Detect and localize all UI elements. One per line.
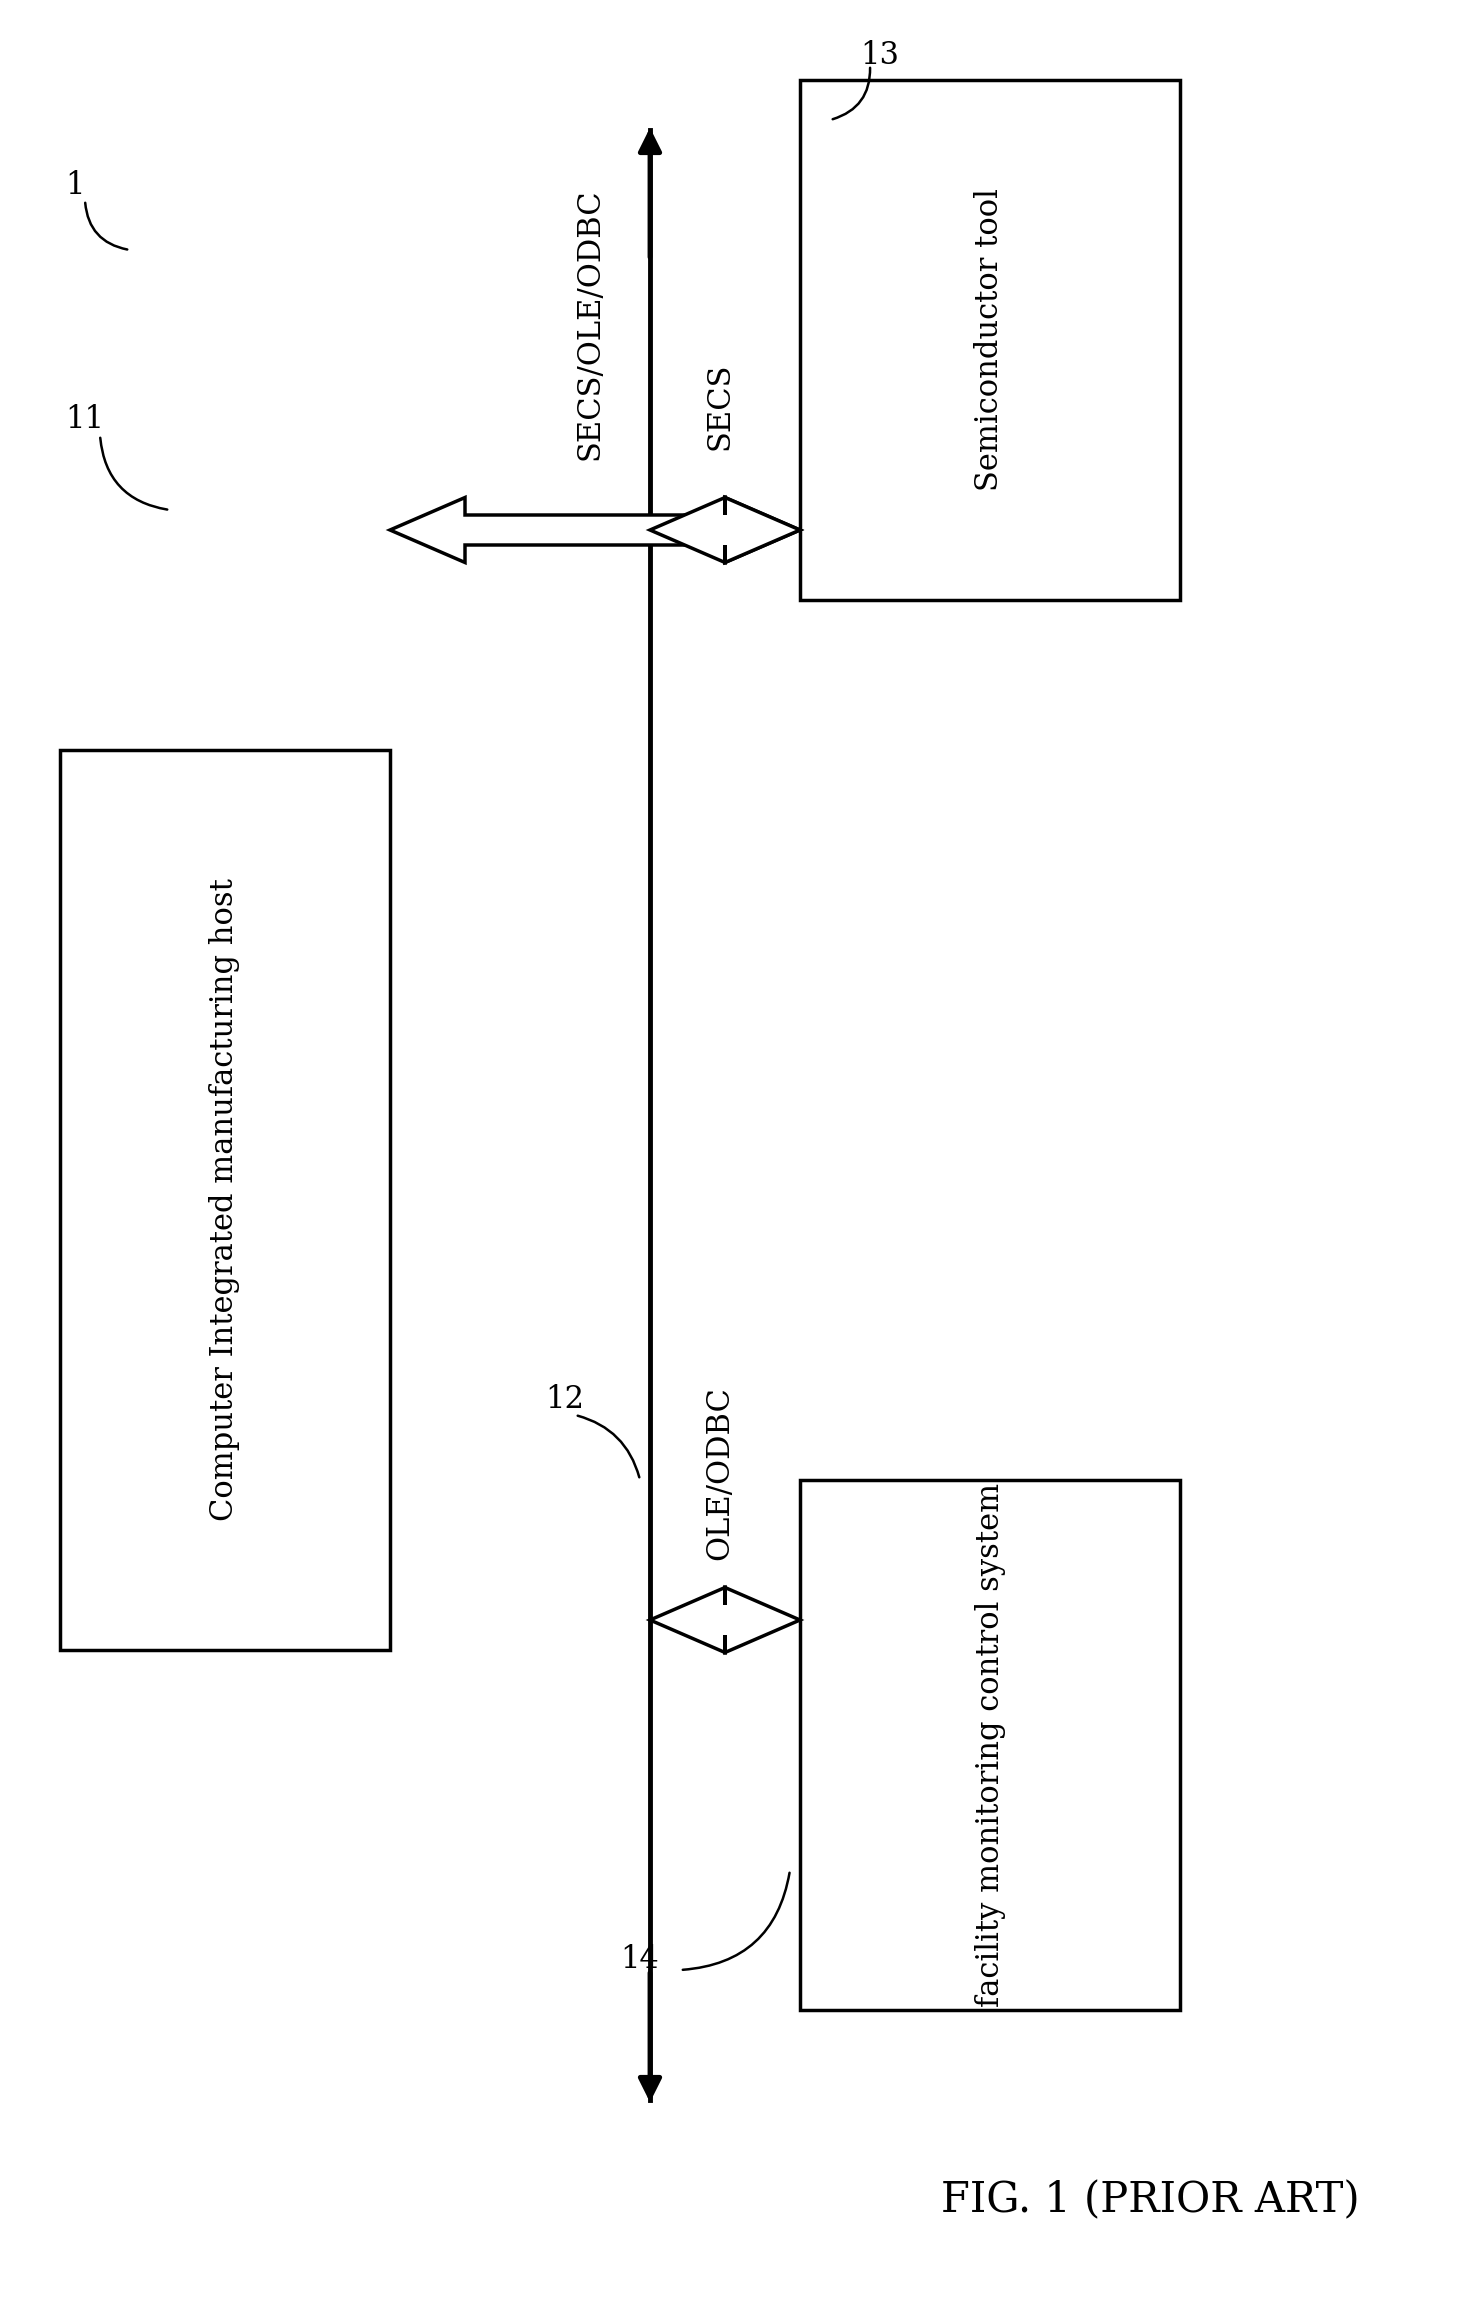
- Polygon shape: [650, 498, 800, 562]
- Text: SECS: SECS: [705, 362, 736, 449]
- Text: Computer Integrated manufacturing host: Computer Integrated manufacturing host: [210, 878, 241, 1521]
- Polygon shape: [650, 1587, 800, 1652]
- Text: 11: 11: [65, 406, 103, 435]
- Text: Semiconductor tool: Semiconductor tool: [974, 189, 1005, 491]
- Text: 14: 14: [619, 1945, 659, 1975]
- Bar: [800, 1479, 1179, 2009]
- Text: 12: 12: [545, 1385, 584, 1415]
- Text: facility monitoring control system: facility monitoring control system: [974, 1484, 1005, 2007]
- Text: 13: 13: [860, 39, 899, 71]
- Polygon shape: [390, 498, 800, 562]
- Text: 1: 1: [65, 170, 84, 200]
- Bar: [800, 81, 1179, 599]
- Text: SECS/OLE/ODBC: SECS/OLE/ODBC: [575, 189, 606, 461]
- Text: OLE/ODBC: OLE/ODBC: [705, 1387, 736, 1560]
- Text: FIG. 1 (PRIOR ART): FIG. 1 (PRIOR ART): [940, 2180, 1360, 2221]
- Bar: [61, 751, 390, 1650]
